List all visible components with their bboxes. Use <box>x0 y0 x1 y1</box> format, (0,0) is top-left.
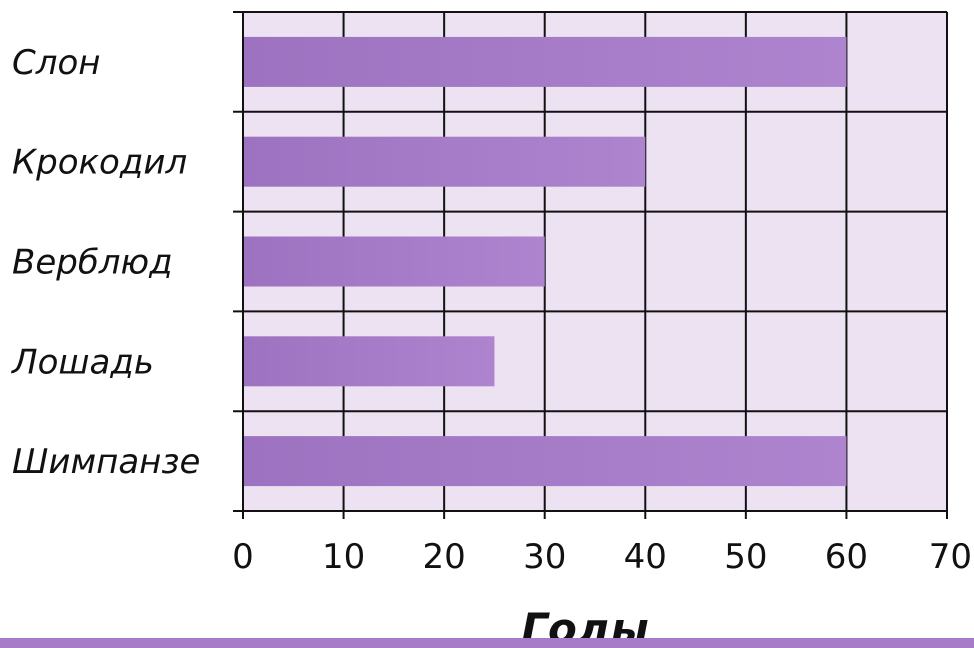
category-label: Верблюд <box>12 243 173 283</box>
category-label: Слон <box>12 43 101 83</box>
category-label: Лошадь <box>10 342 154 382</box>
x-tick-label: 10 <box>322 537 365 577</box>
x-tick-label: 70 <box>929 537 972 577</box>
x-tick-label: 60 <box>825 537 868 577</box>
x-tick-label: 0 <box>232 537 254 577</box>
bars <box>243 36 847 487</box>
bar-2 <box>243 136 646 187</box>
category-label: Шимпанзе <box>12 442 200 482</box>
x-tick-label: 30 <box>523 537 566 577</box>
category-label: Крокодил <box>12 143 187 183</box>
bar-1 <box>243 36 847 87</box>
axes <box>242 12 947 519</box>
bar-3 <box>243 236 545 287</box>
category-labels: Слон Крокодил Верблюд Лошадь Шимпанзе <box>10 43 200 482</box>
bottom-band <box>0 638 974 648</box>
x-tick-label: 20 <box>423 537 466 577</box>
x-tick-labels: 0 10 20 30 40 50 60 70 <box>232 537 972 577</box>
x-tick-label: 40 <box>624 537 667 577</box>
bar-4 <box>243 336 495 387</box>
x-tick-label: 50 <box>724 537 767 577</box>
bar-5 <box>243 436 847 487</box>
